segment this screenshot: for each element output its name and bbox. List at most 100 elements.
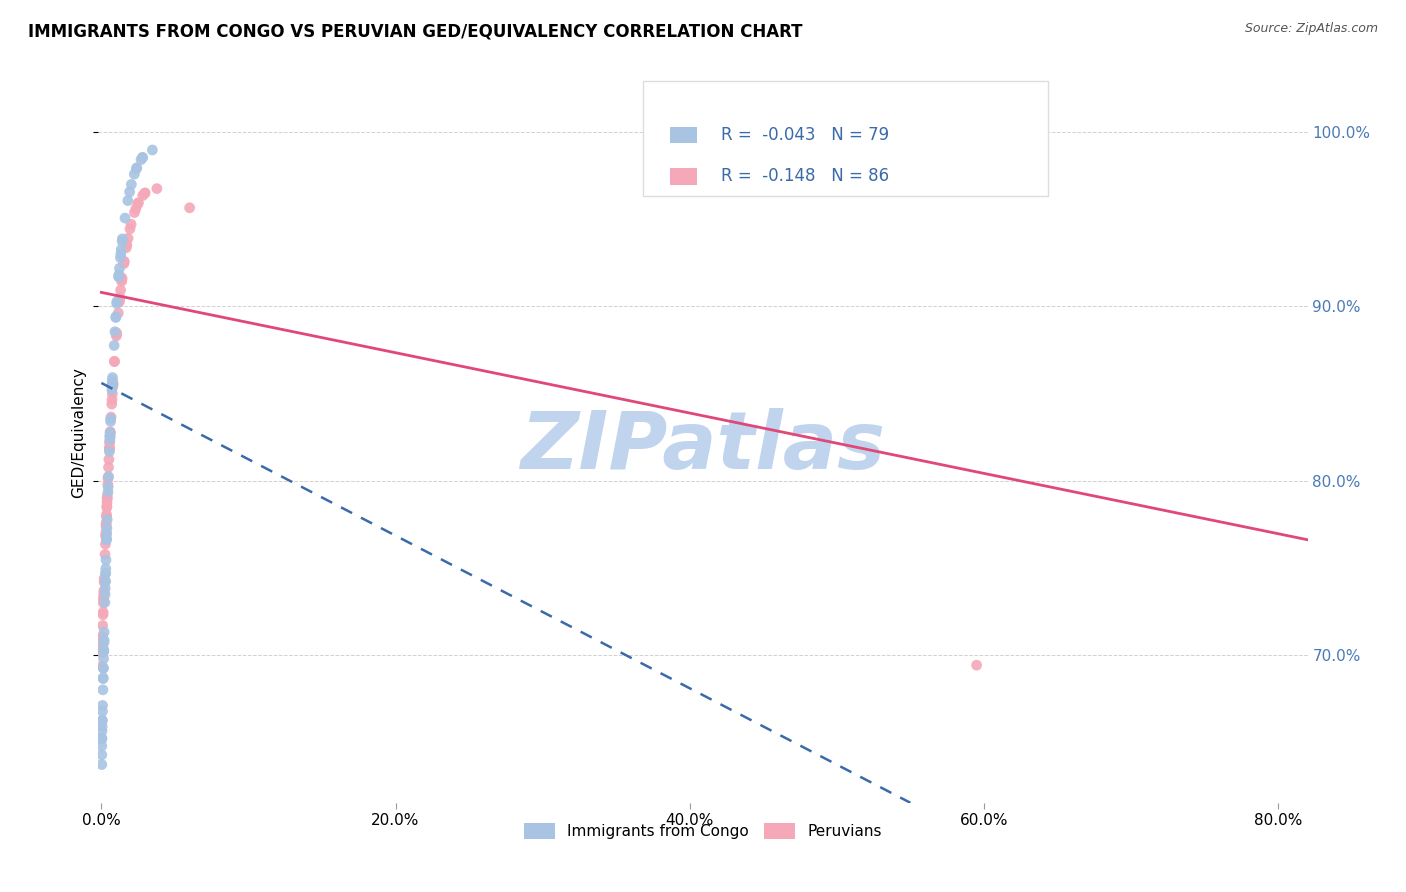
Point [94, 574, 117, 589]
Point [104, 310, 127, 325]
Point [101, 379, 124, 393]
Point [134, 186, 156, 201]
Point [96, 516, 118, 530]
Point [96, 522, 118, 536]
Point [111, 271, 134, 285]
Point [131, 151, 153, 165]
Point [107, 306, 129, 320]
Point [111, 272, 134, 286]
Point [107, 269, 129, 284]
Point [110, 274, 132, 288]
Point [91, 631, 114, 645]
Point [97, 469, 120, 483]
Text: R =  -0.043   N = 79: R = -0.043 N = 79 [721, 126, 889, 144]
Point [97, 470, 120, 484]
Point [110, 283, 132, 297]
Point [91, 639, 114, 653]
Point [98, 429, 121, 443]
Point [93, 584, 115, 599]
Point [120, 217, 142, 231]
Point [98, 434, 121, 449]
Text: R =  -0.148   N = 86: R = -0.148 N = 86 [721, 168, 889, 186]
Point [98, 442, 121, 456]
Point [94, 537, 117, 551]
Point [96, 533, 118, 547]
Point [90, 731, 112, 746]
Point [91, 704, 114, 718]
Point [108, 295, 131, 310]
Point [118, 185, 141, 199]
Point [96, 500, 118, 515]
Point [117, 194, 139, 208]
Point [94, 529, 117, 543]
Point [93, 591, 115, 605]
Point [91, 714, 114, 728]
Point [91, 671, 114, 685]
Point [97, 460, 120, 475]
Point [104, 325, 127, 339]
Point [125, 161, 148, 175]
Point [127, 196, 149, 211]
Point [97, 472, 120, 486]
Point [93, 644, 115, 658]
Point [103, 354, 125, 368]
Point [93, 593, 115, 607]
Point [101, 379, 124, 393]
Point [90, 731, 112, 746]
Point [114, 211, 136, 225]
Point [96, 491, 118, 506]
Point [108, 261, 131, 276]
Point [94, 574, 117, 588]
Point [94, 566, 117, 581]
Point [93, 635, 115, 649]
Point [91, 605, 114, 619]
Point [94, 566, 117, 581]
Y-axis label: GED/Equivalency: GED/Equivalency [72, 368, 87, 498]
Point [112, 254, 135, 268]
Point [131, 151, 153, 165]
Point [101, 376, 124, 391]
Point [91, 672, 114, 686]
Point [94, 553, 117, 567]
Point [97, 480, 120, 494]
Point [90, 757, 112, 772]
Point [93, 633, 115, 648]
Point [91, 719, 114, 733]
Point [93, 625, 115, 640]
Point [96, 512, 118, 526]
Point [91, 646, 114, 660]
Point [91, 639, 114, 653]
Point [100, 412, 122, 426]
Text: IMMIGRANTS FROM CONGO VS PERUVIAN GED/EQUIVALENCY CORRELATION CHART: IMMIGRANTS FROM CONGO VS PERUVIAN GED/EQ… [28, 22, 803, 40]
Point [103, 354, 125, 368]
Text: ZIPatlas: ZIPatlas [520, 409, 886, 486]
Point [94, 528, 117, 542]
Point [94, 517, 117, 532]
Point [107, 270, 129, 285]
Point [91, 607, 114, 622]
Point [93, 571, 115, 585]
Point [93, 661, 115, 675]
Point [93, 661, 115, 675]
Point [103, 338, 125, 352]
Point [94, 595, 117, 609]
Point [98, 425, 121, 440]
Point [105, 327, 128, 342]
Point [96, 489, 118, 503]
Point [93, 588, 115, 602]
Point [91, 682, 114, 697]
Point [101, 376, 124, 391]
Point [96, 508, 118, 522]
Point [93, 643, 115, 657]
Point [104, 310, 127, 324]
Point [96, 526, 118, 541]
Point [100, 397, 122, 411]
Point [96, 499, 118, 513]
Point [96, 532, 118, 546]
Point [115, 237, 138, 252]
Point [94, 519, 117, 533]
Point [105, 329, 128, 343]
Point [94, 561, 117, 575]
Legend: Immigrants from Congo, Peruvians: Immigrants from Congo, Peruvians [517, 815, 889, 847]
Point [98, 441, 121, 455]
